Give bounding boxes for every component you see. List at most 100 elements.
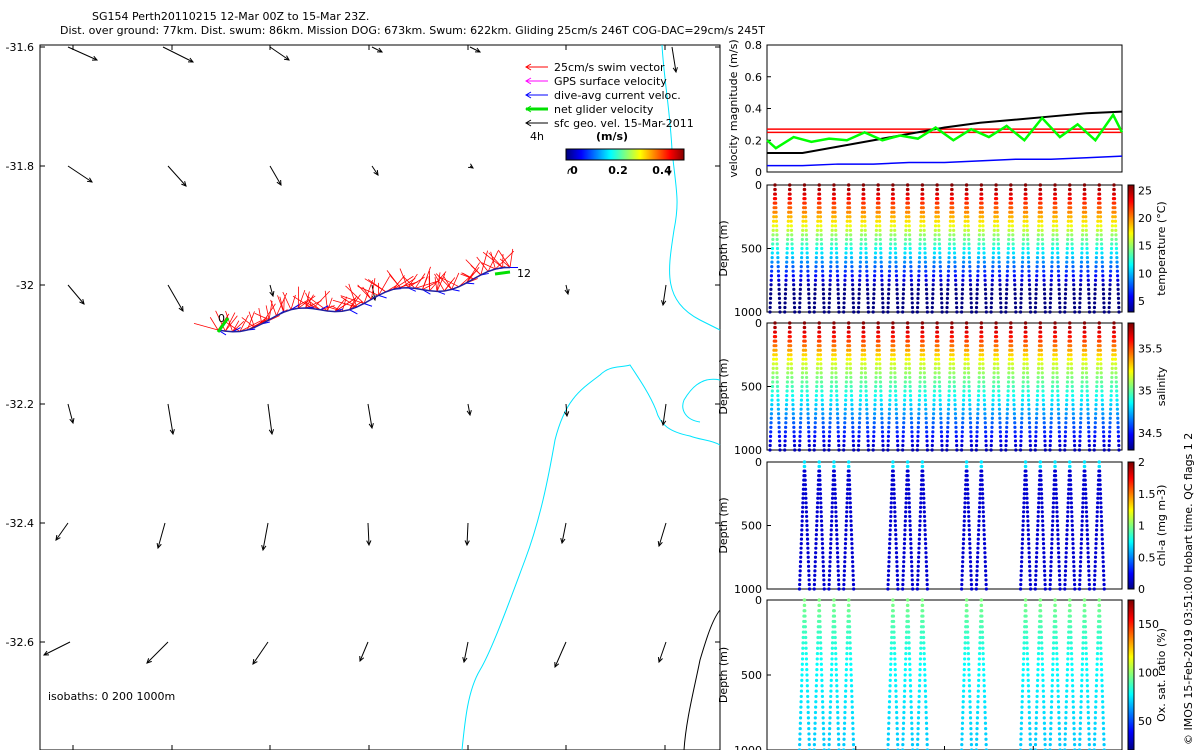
data-point [771, 380, 775, 384]
data-point [969, 743, 974, 747]
data-point [1084, 357, 1088, 361]
data-point [805, 678, 809, 682]
data-point [819, 242, 824, 246]
data-point [903, 384, 907, 389]
data-point [953, 255, 957, 260]
data-point [945, 292, 950, 296]
data-point [889, 496, 894, 500]
data-point [789, 224, 793, 228]
data-point [1083, 344, 1088, 348]
data-point [1078, 434, 1082, 438]
data-point [901, 732, 905, 736]
data-point [1035, 412, 1039, 416]
data-point [1024, 339, 1028, 343]
data-point [850, 694, 854, 699]
data-point [1071, 532, 1075, 537]
chla-ytick-label: 0 [755, 456, 762, 469]
data-point [992, 242, 996, 246]
data-point [1053, 183, 1057, 187]
data-point [994, 187, 998, 192]
data-point [904, 371, 908, 375]
data-point [994, 321, 998, 325]
data-point [1071, 398, 1075, 402]
data-point [889, 219, 894, 223]
data-point [923, 251, 927, 255]
data-point [917, 412, 921, 416]
data-point [817, 321, 821, 325]
data-point [903, 662, 908, 666]
data-point [960, 564, 965, 568]
data-point [858, 269, 862, 273]
data-point [822, 448, 826, 452]
data-point [1068, 325, 1072, 330]
data-point [1039, 474, 1043, 478]
swim-vector [438, 276, 460, 288]
data-point [1112, 330, 1116, 334]
cbar-cell [1128, 393, 1134, 395]
data-point [820, 246, 824, 251]
data-point [798, 296, 802, 300]
data-point [835, 546, 839, 550]
cbar-cell [1128, 498, 1134, 500]
title-line-2: Dist. over ground: 77km. Dist. swum: 86k… [60, 24, 765, 37]
data-point [917, 403, 921, 407]
data-point [833, 646, 838, 650]
data-point [844, 389, 848, 393]
cbar-cell [1128, 328, 1134, 330]
cbar-cell [1128, 227, 1134, 229]
data-point [1019, 564, 1024, 568]
track-start-label: 0 [218, 312, 225, 325]
data-point [951, 224, 956, 228]
data-point [1064, 407, 1068, 411]
data-point [1009, 339, 1014, 343]
data-point [919, 492, 923, 496]
data-point [770, 255, 774, 260]
data-point [1028, 425, 1032, 429]
data-point [803, 344, 807, 348]
data-point [1066, 237, 1070, 242]
data-point [1094, 251, 1099, 255]
data-point [1009, 325, 1013, 330]
data-point [918, 657, 923, 661]
data-point [1034, 578, 1038, 582]
geo-arrow-shaft [662, 284, 667, 306]
cbar-cell [1128, 422, 1134, 424]
data-point [969, 721, 973, 725]
data-point [1098, 469, 1102, 473]
data-point [862, 335, 866, 339]
data-point [908, 673, 912, 677]
data-point [980, 478, 984, 482]
data-point [922, 505, 926, 509]
data-point [847, 187, 851, 192]
data-point [902, 407, 906, 411]
colorbar-cell [626, 149, 628, 160]
data-point [1010, 219, 1014, 223]
data-point [829, 678, 833, 682]
data-point [829, 403, 833, 407]
data-point [852, 587, 856, 591]
data-point [1101, 421, 1105, 425]
data-point [834, 673, 839, 677]
data-point [874, 242, 878, 246]
colorbar-cell [660, 149, 662, 160]
colorbar-cell [676, 149, 678, 160]
data-point [1048, 443, 1052, 448]
data-point [1012, 393, 1016, 398]
data-point [1087, 582, 1091, 587]
data-point [799, 555, 803, 559]
cbar-cell [1128, 215, 1134, 217]
data-point [1065, 393, 1069, 398]
data-point [936, 206, 940, 210]
data-point [832, 335, 837, 339]
cbar-cell [1128, 198, 1134, 200]
data-point [983, 546, 987, 550]
data-point [975, 292, 979, 296]
data-point [1095, 242, 1099, 246]
data-point [814, 265, 818, 269]
data-point [847, 330, 851, 334]
data-point [1114, 371, 1118, 375]
data-point [991, 393, 995, 398]
data-point [995, 206, 999, 210]
data-point [1036, 523, 1040, 528]
